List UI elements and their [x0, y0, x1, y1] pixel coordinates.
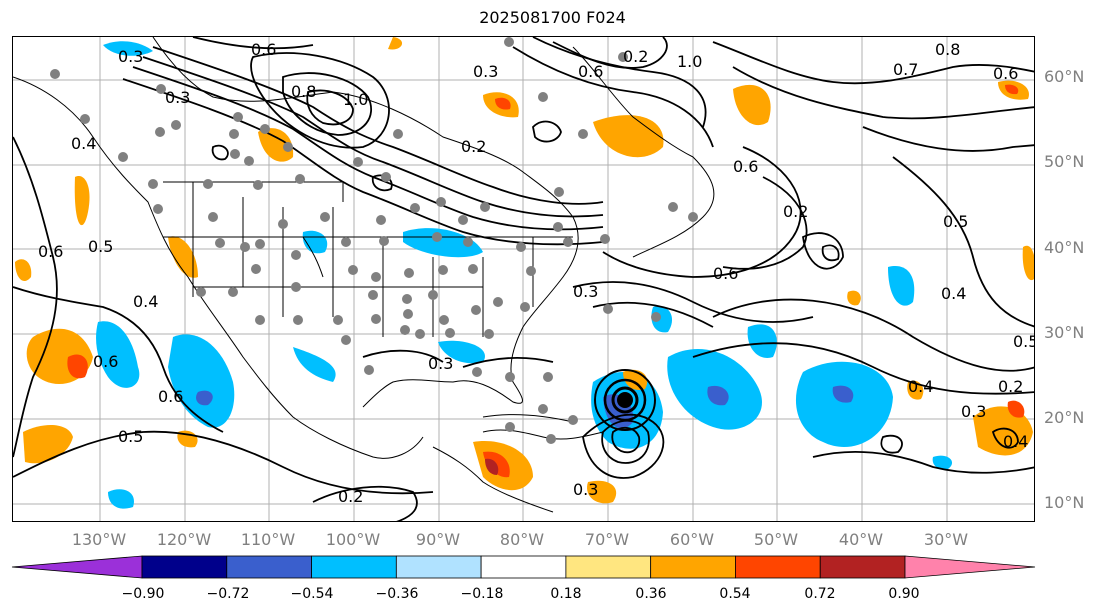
lon-label-90w: 90°W	[415, 530, 461, 549]
contour-label: 0.3	[428, 354, 453, 373]
contour-labels: 0.3 0.6 0.3 1.0 0.2 0.8 0.3 1.0 0.6 0.2 …	[38, 40, 1035, 506]
map-title: 2025081700 F024	[479, 8, 626, 27]
lon-label-60w: 60°W	[669, 530, 715, 549]
contour-label: 0.4	[1003, 432, 1028, 451]
lon-label-130w: 130°W	[71, 530, 127, 549]
lon-label-100w: 100°W	[325, 530, 381, 549]
contour-label: 0.3	[118, 47, 143, 66]
colorbar-tick: −0.36	[375, 586, 419, 602]
colorbar-swatch	[565, 555, 652, 579]
contour-label: 0.4	[133, 292, 158, 311]
colorbar-swatch-low-extend	[11, 555, 143, 579]
lat-label-30n: 30°N	[1044, 323, 1085, 342]
contour-label: 0.6	[93, 352, 118, 371]
colorbar-swatches	[11, 555, 1036, 579]
colorbar-swatch	[311, 555, 397, 579]
lat-label-10n: 10°N	[1044, 493, 1085, 512]
lat-label-20n: 20°N	[1044, 408, 1085, 427]
storm-center-marker	[617, 392, 633, 408]
colorbar-tick: 0.18	[550, 586, 582, 602]
lon-label-50w: 50°W	[753, 530, 799, 549]
colorbar-tick: 0.36	[635, 586, 667, 602]
lon-label-30w: 30°W	[923, 530, 969, 549]
lat-label-50n: 50°N	[1044, 152, 1085, 171]
colorbar-swatch	[395, 555, 482, 579]
contour-label: 0.8	[935, 40, 960, 59]
contour-label: 0.5	[1013, 332, 1035, 351]
colorbar-swatch-high-extend	[904, 555, 1036, 579]
contour-label: 0.3	[165, 88, 190, 107]
contour-label: 0.5	[943, 212, 968, 231]
contour-label: 0.8	[291, 82, 316, 101]
colorbar-tick: −0.90	[121, 586, 165, 602]
lon-label-40w: 40°W	[838, 530, 884, 549]
contour-label: 1.0	[677, 52, 702, 71]
contour-label: 0.6	[733, 157, 758, 176]
contour-label: 0.7	[893, 60, 918, 79]
contour-label: 0.3	[961, 402, 986, 421]
contour-label: 0.4	[941, 284, 966, 303]
contour-label: 0.4	[908, 377, 933, 396]
contour-label: 0.6	[993, 64, 1018, 83]
colorbar-swatch	[226, 555, 312, 579]
colorbar-tick: 0.54	[719, 586, 751, 602]
map-canvas: 0.3 0.6 0.3 1.0 0.2 0.8 0.3 1.0 0.6 0.2 …	[13, 37, 1035, 521]
colorbar-tick: −0.54	[290, 586, 334, 602]
contour-label: 0.6	[713, 264, 738, 283]
lon-label-120w: 120°W	[156, 530, 212, 549]
contour-label: 0.6	[251, 40, 276, 59]
colorbar-tick: 0.72	[804, 586, 836, 602]
colorbar-swatch	[141, 555, 228, 579]
contour-label: 0.6	[578, 62, 603, 81]
lon-label-80w: 80°W	[499, 530, 545, 549]
contour-label: 0.2	[623, 47, 648, 66]
colorbar-swatch	[480, 555, 567, 579]
lat-label-40n: 40°N	[1044, 238, 1085, 257]
lon-label-110w: 110°W	[240, 530, 296, 549]
weather-map: 0.3 0.6 0.3 1.0 0.2 0.8 0.3 1.0 0.6 0.2 …	[12, 36, 1035, 522]
colorbar-swatch	[650, 555, 736, 579]
colorbar-tick: −0.72	[206, 586, 250, 602]
lon-label-70w: 70°W	[584, 530, 630, 549]
contour-label: 0.2	[783, 202, 808, 221]
contour-label: 0.3	[473, 62, 498, 81]
contour-label: 1.0	[343, 90, 368, 109]
colorbar-swatch	[819, 555, 906, 579]
contour-label: 0.2	[461, 137, 486, 156]
graticule	[13, 37, 1034, 521]
contour-label: 0.6	[38, 242, 63, 261]
station-markers	[50, 37, 698, 444]
contour-label: 0.4	[71, 134, 96, 153]
contour-label: 0.5	[88, 237, 113, 256]
contour-label: 0.5	[118, 427, 143, 446]
colorbar-tick: 0.90	[888, 586, 920, 602]
colorbar-tick: −0.18	[460, 586, 504, 602]
contour-label: 0.2	[998, 377, 1023, 396]
contour-label: 0.6	[158, 387, 183, 406]
colorbar-swatch	[735, 555, 821, 579]
contour-label: 0.3	[573, 480, 598, 499]
shaded-regions	[15, 37, 1034, 509]
contour-lines	[13, 37, 1034, 521]
lat-label-60n: 60°N	[1044, 67, 1085, 86]
contour-label: 0.3	[573, 282, 598, 301]
contour-label: 0.2	[338, 487, 363, 506]
